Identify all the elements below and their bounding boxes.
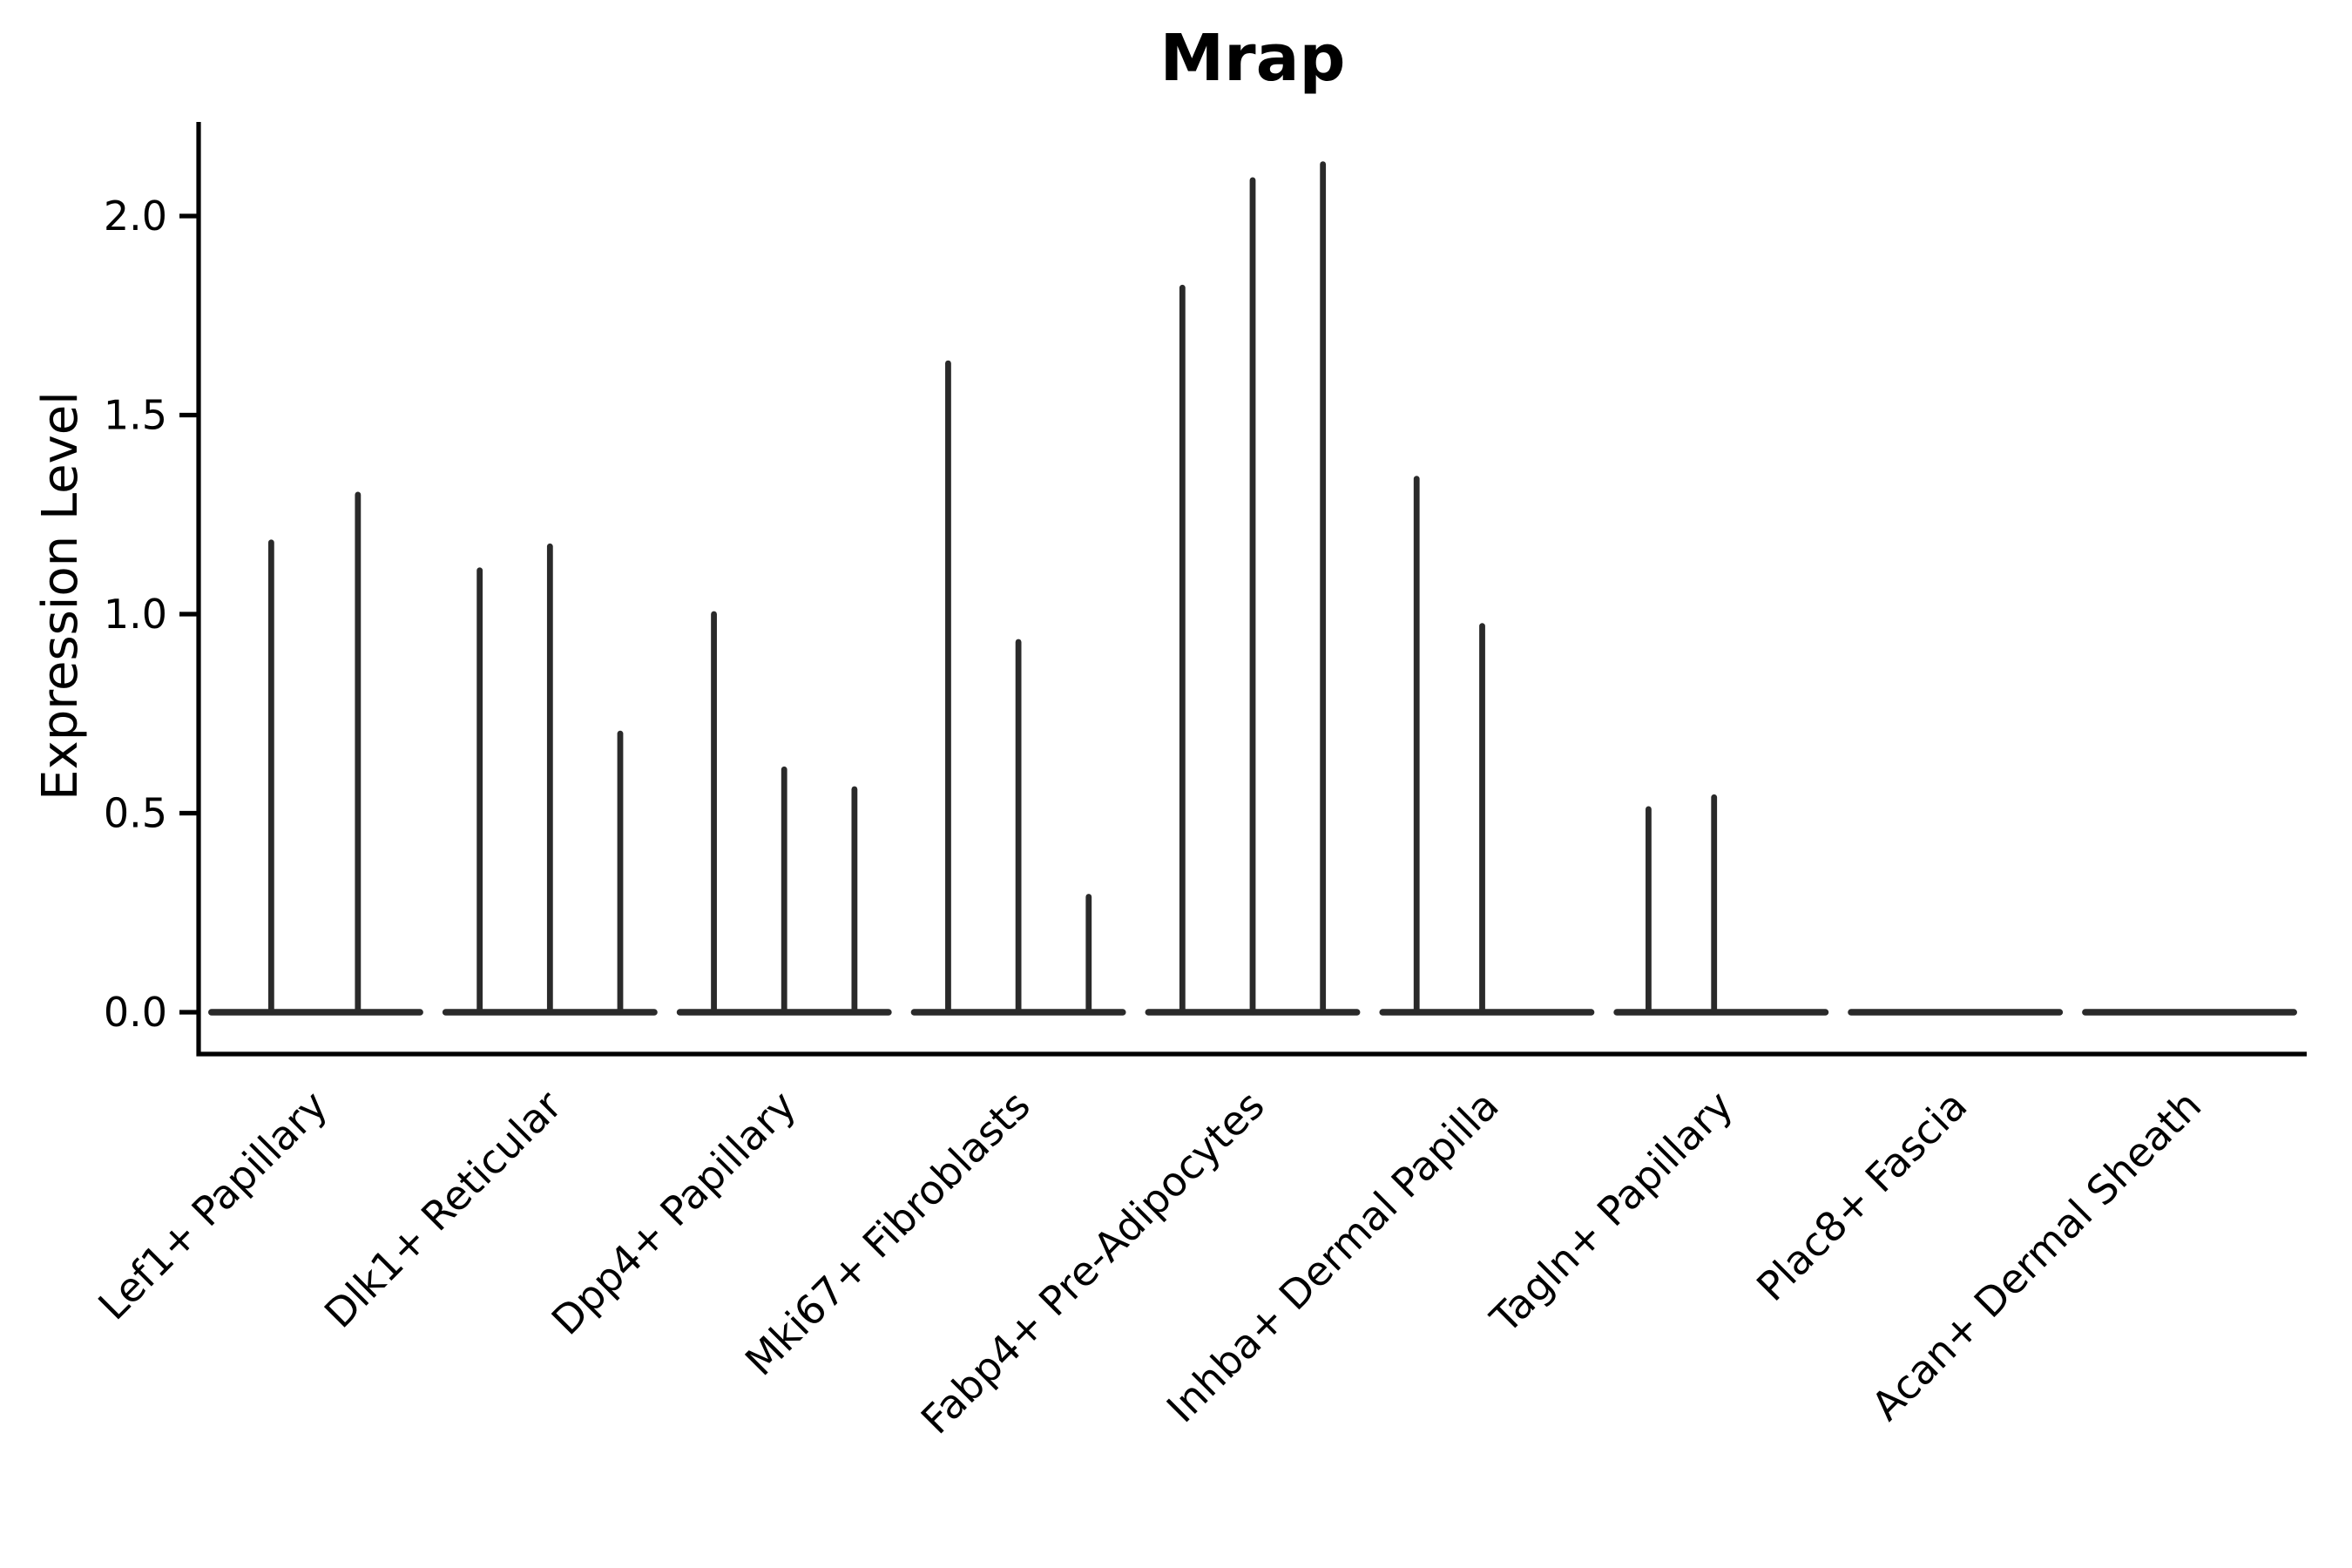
x-tick-label: Plac8+ Fascia bbox=[1747, 1082, 1976, 1310]
x-tick-label: Tagln+ Papillary bbox=[1481, 1082, 1742, 1343]
y-tick-label: 1.5 bbox=[104, 392, 167, 439]
y-axis-label: Expression Level bbox=[31, 391, 89, 801]
y-tick-label: 2.0 bbox=[104, 193, 167, 240]
x-tick-label: Lef1+ Papillary bbox=[89, 1082, 336, 1329]
axes-spines bbox=[196, 122, 2307, 1057]
y-tick-label: 0.0 bbox=[104, 989, 167, 1036]
x-tick-label: Dlk1+ Reticular bbox=[315, 1082, 571, 1337]
y-tick-label: 1.0 bbox=[104, 591, 167, 638]
y-tick-label: 0.5 bbox=[104, 790, 167, 837]
x-tick-label: Dpp4+ Papillary bbox=[543, 1082, 805, 1344]
chart-title: Mrap bbox=[1159, 21, 1346, 96]
